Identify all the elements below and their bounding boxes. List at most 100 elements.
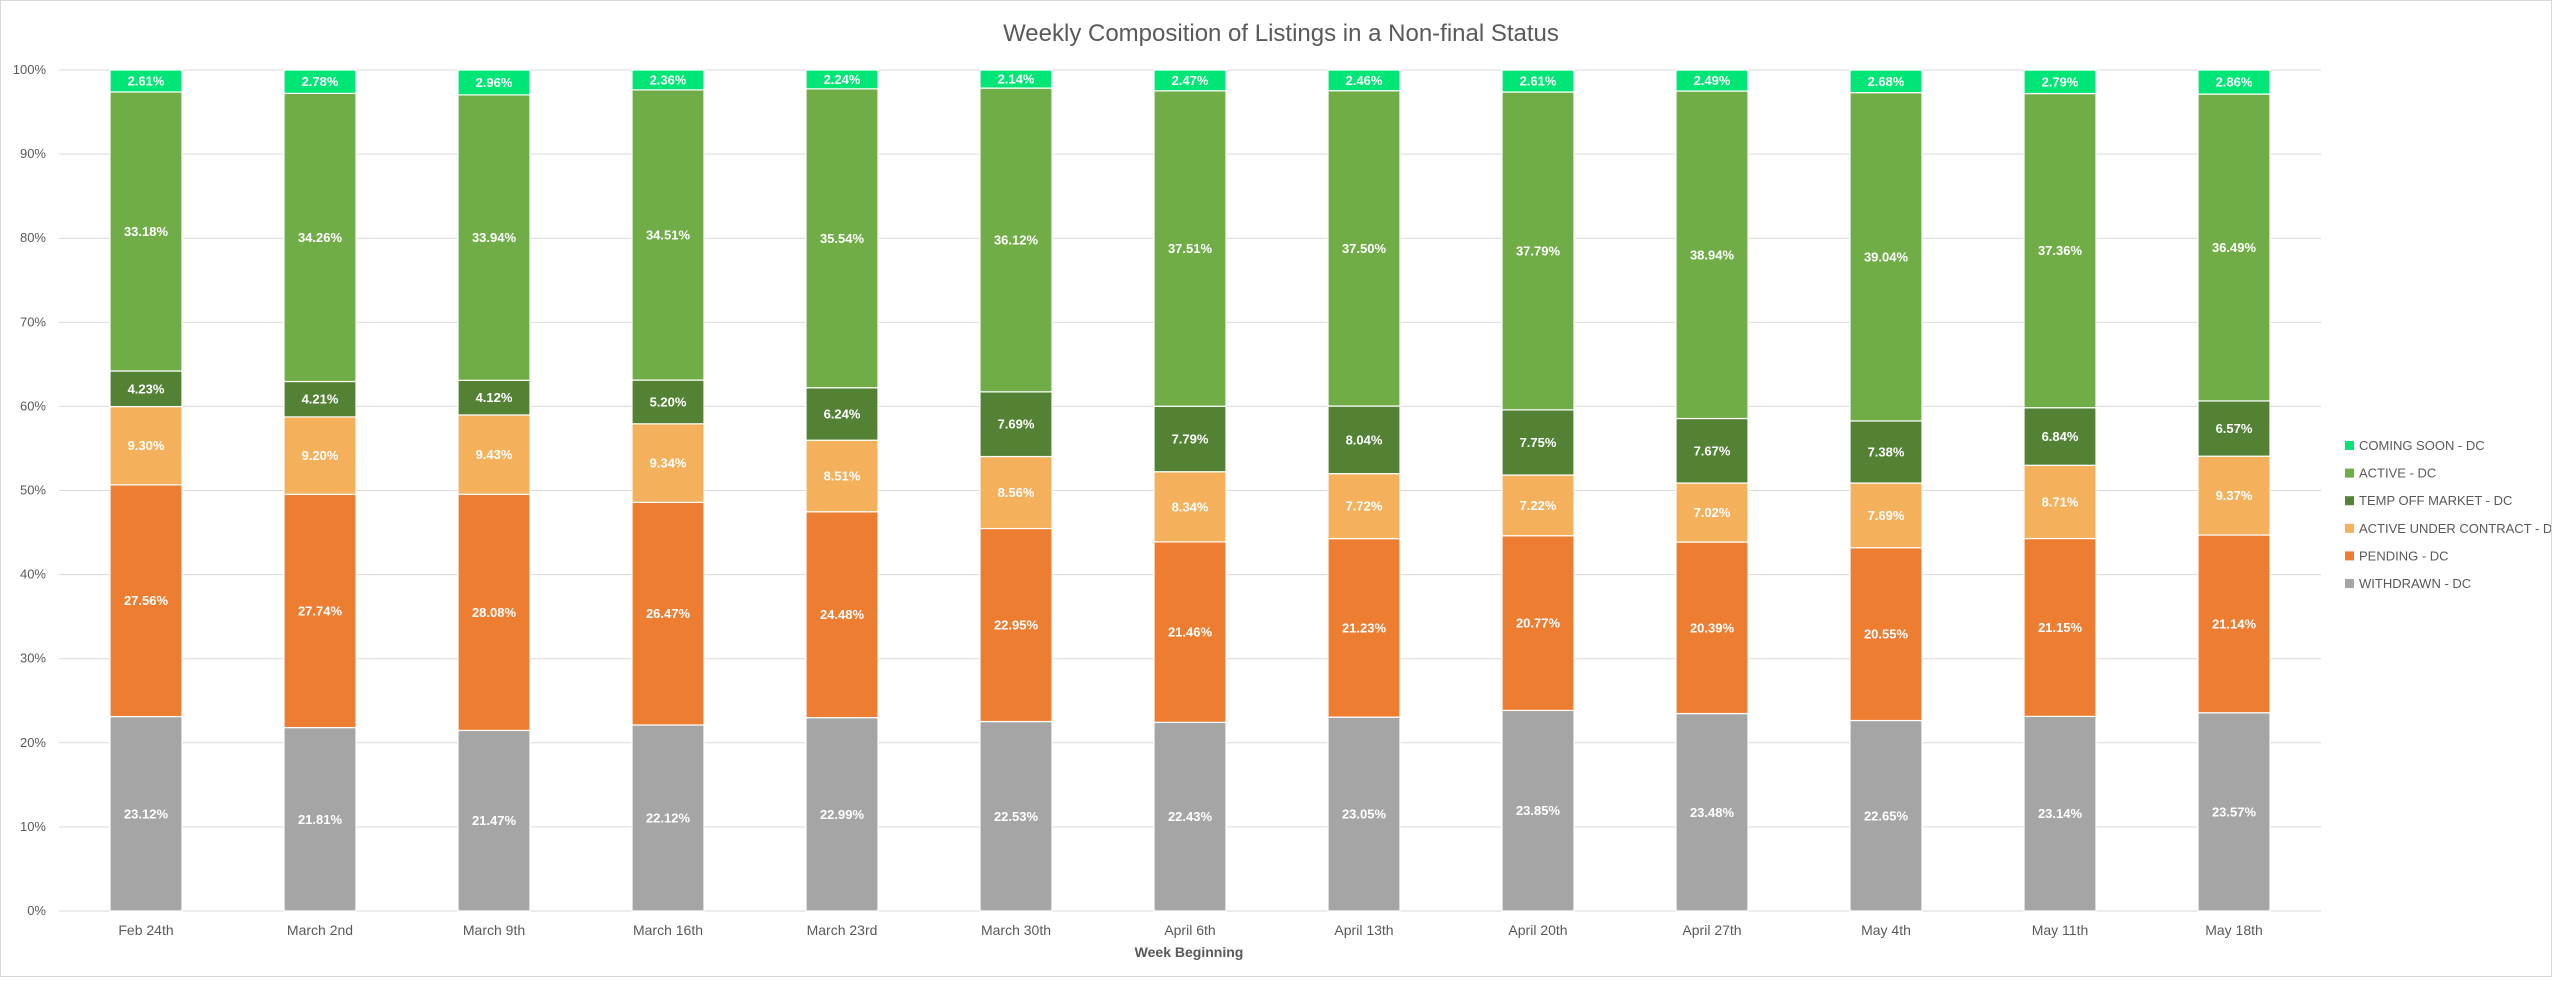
- data-label: 21.15%: [2038, 620, 2083, 635]
- bar-segment: [283, 69, 357, 94]
- x-tick-label: April 27th: [1682, 922, 1741, 938]
- x-axis-ticks: Feb 24th March 2nd March 9th March 16th Marc…: [118, 922, 2262, 938]
- bar-segment: [805, 387, 879, 441]
- bar-segment: [979, 455, 1053, 530]
- bar-segment: [979, 69, 1053, 89]
- data-label: 6.57%: [2216, 421, 2253, 436]
- bar-segment: [1849, 420, 1923, 484]
- data-label: 9.37%: [2216, 488, 2253, 503]
- x-tick-label: March 16th: [633, 922, 703, 938]
- data-label: 6.84%: [2042, 429, 2079, 444]
- bar-segment: [109, 484, 183, 718]
- data-label: 8.56%: [998, 485, 1035, 500]
- bar-segment: [1327, 90, 1401, 407]
- bar-segment: [283, 493, 357, 729]
- data-label: 33.18%: [124, 224, 169, 239]
- bar-segment: [631, 501, 705, 726]
- data-label: 23.85%: [1516, 803, 1561, 818]
- bar-segment: [1153, 721, 1227, 912]
- data-label: 8.71%: [2042, 494, 2079, 509]
- data-label: 23.57%: [2212, 804, 2257, 819]
- bar-segment: [1501, 91, 1575, 411]
- bar-segment: [1501, 69, 1575, 93]
- data-label: 7.72%: [1346, 499, 1383, 514]
- data-label: 7.22%: [1520, 498, 1557, 513]
- data-label: 24.48%: [820, 607, 865, 622]
- bar-segment: [457, 69, 531, 96]
- data-labels: 23.12% 27.56% 9.30% 4.23% 33.18% 2.61% 21.81% 2…: [124, 72, 2257, 829]
- bar-segment: [1501, 535, 1575, 712]
- bar-segment: [1849, 719, 1923, 912]
- bar-segment: [2023, 69, 2097, 95]
- data-label: 5.20%: [650, 394, 687, 409]
- bars: [109, 69, 2271, 912]
- data-label: 23.14%: [2038, 806, 2083, 821]
- bar-segment: [109, 91, 183, 372]
- data-label: 2.86%: [2216, 75, 2253, 90]
- bar-segment: [805, 717, 879, 912]
- bar-segment: [1327, 538, 1401, 718]
- data-label: 2.49%: [1694, 73, 1731, 88]
- bar-segment: [1849, 482, 1923, 549]
- data-label: 7.69%: [1868, 508, 1905, 523]
- data-label: 21.23%: [1342, 620, 1387, 635]
- bar-segment: [1327, 69, 1401, 92]
- legend-swatch: [2345, 551, 2354, 561]
- x-tick-label: April 20th: [1508, 922, 1567, 938]
- data-label: 23.12%: [124, 806, 169, 821]
- bar-segment: [1501, 474, 1575, 537]
- data-label: 22.95%: [994, 618, 1039, 633]
- y-tick-label: 20%: [20, 735, 46, 750]
- data-label: 37.36%: [2038, 243, 2083, 258]
- data-label: 22.43%: [1168, 809, 1213, 824]
- data-label: 9.20%: [302, 448, 339, 463]
- data-label: 23.05%: [1342, 807, 1387, 822]
- data-label: 34.26%: [298, 230, 343, 245]
- bar-segment: [1849, 92, 1923, 422]
- bar-segment: [457, 379, 531, 416]
- chart-title: Weekly Composition of Listings in a Non-…: [1003, 20, 1559, 47]
- data-label: 37.79%: [1516, 243, 1561, 258]
- data-label: 7.69%: [998, 417, 1035, 432]
- y-tick-label: 10%: [20, 819, 46, 834]
- y-tick-label: 50%: [20, 483, 46, 498]
- legend-swatch: [2345, 496, 2354, 506]
- data-label: 2.24%: [824, 72, 861, 87]
- legend-swatch: [2345, 468, 2354, 478]
- bar-segment: [2197, 93, 2271, 402]
- bar-segment: [457, 729, 531, 912]
- data-label: 20.55%: [1864, 627, 1909, 642]
- bar-segment: [979, 87, 1053, 393]
- bar-segment: [2197, 69, 2271, 95]
- data-label: 26.47%: [646, 606, 691, 621]
- bar-segment: [1675, 541, 1749, 715]
- bar-segment: [109, 405, 183, 486]
- legend-label: COMING SOON - DC: [2359, 438, 2485, 453]
- legend-label: WITHDRAWN - DC: [2359, 576, 2471, 591]
- data-label: 34.51%: [646, 227, 691, 242]
- data-label: 23.48%: [1690, 805, 1735, 820]
- y-tick-label: 30%: [20, 651, 46, 666]
- y-axis-ticks: 0% 10% 20% 30% 40% 50% 60% 70% 80% 90% 100%: [13, 62, 47, 918]
- bar-segment: [109, 69, 183, 93]
- bar-segment: [283, 380, 357, 418]
- x-tick-label: May 4th: [1861, 922, 1911, 938]
- data-label: 38.94%: [1690, 247, 1735, 262]
- data-label: 4.12%: [476, 390, 513, 405]
- data-label: 2.14%: [998, 72, 1035, 87]
- y-tick-label: 90%: [20, 146, 46, 161]
- data-label: 7.79%: [1172, 431, 1209, 446]
- data-label: 21.47%: [472, 813, 517, 828]
- data-label: 7.38%: [1868, 444, 1905, 459]
- y-tick-label: 100%: [13, 62, 47, 77]
- data-label: 35.54%: [820, 231, 865, 246]
- legend-swatch: [2345, 579, 2354, 588]
- data-label: 33.94%: [472, 230, 517, 245]
- bar-segment: [457, 94, 531, 381]
- bar-segment: [631, 724, 705, 912]
- bar-segment: [1153, 471, 1227, 543]
- data-label: 36.12%: [994, 232, 1039, 247]
- data-label: 37.51%: [1168, 241, 1213, 256]
- bar-segment: [283, 92, 357, 383]
